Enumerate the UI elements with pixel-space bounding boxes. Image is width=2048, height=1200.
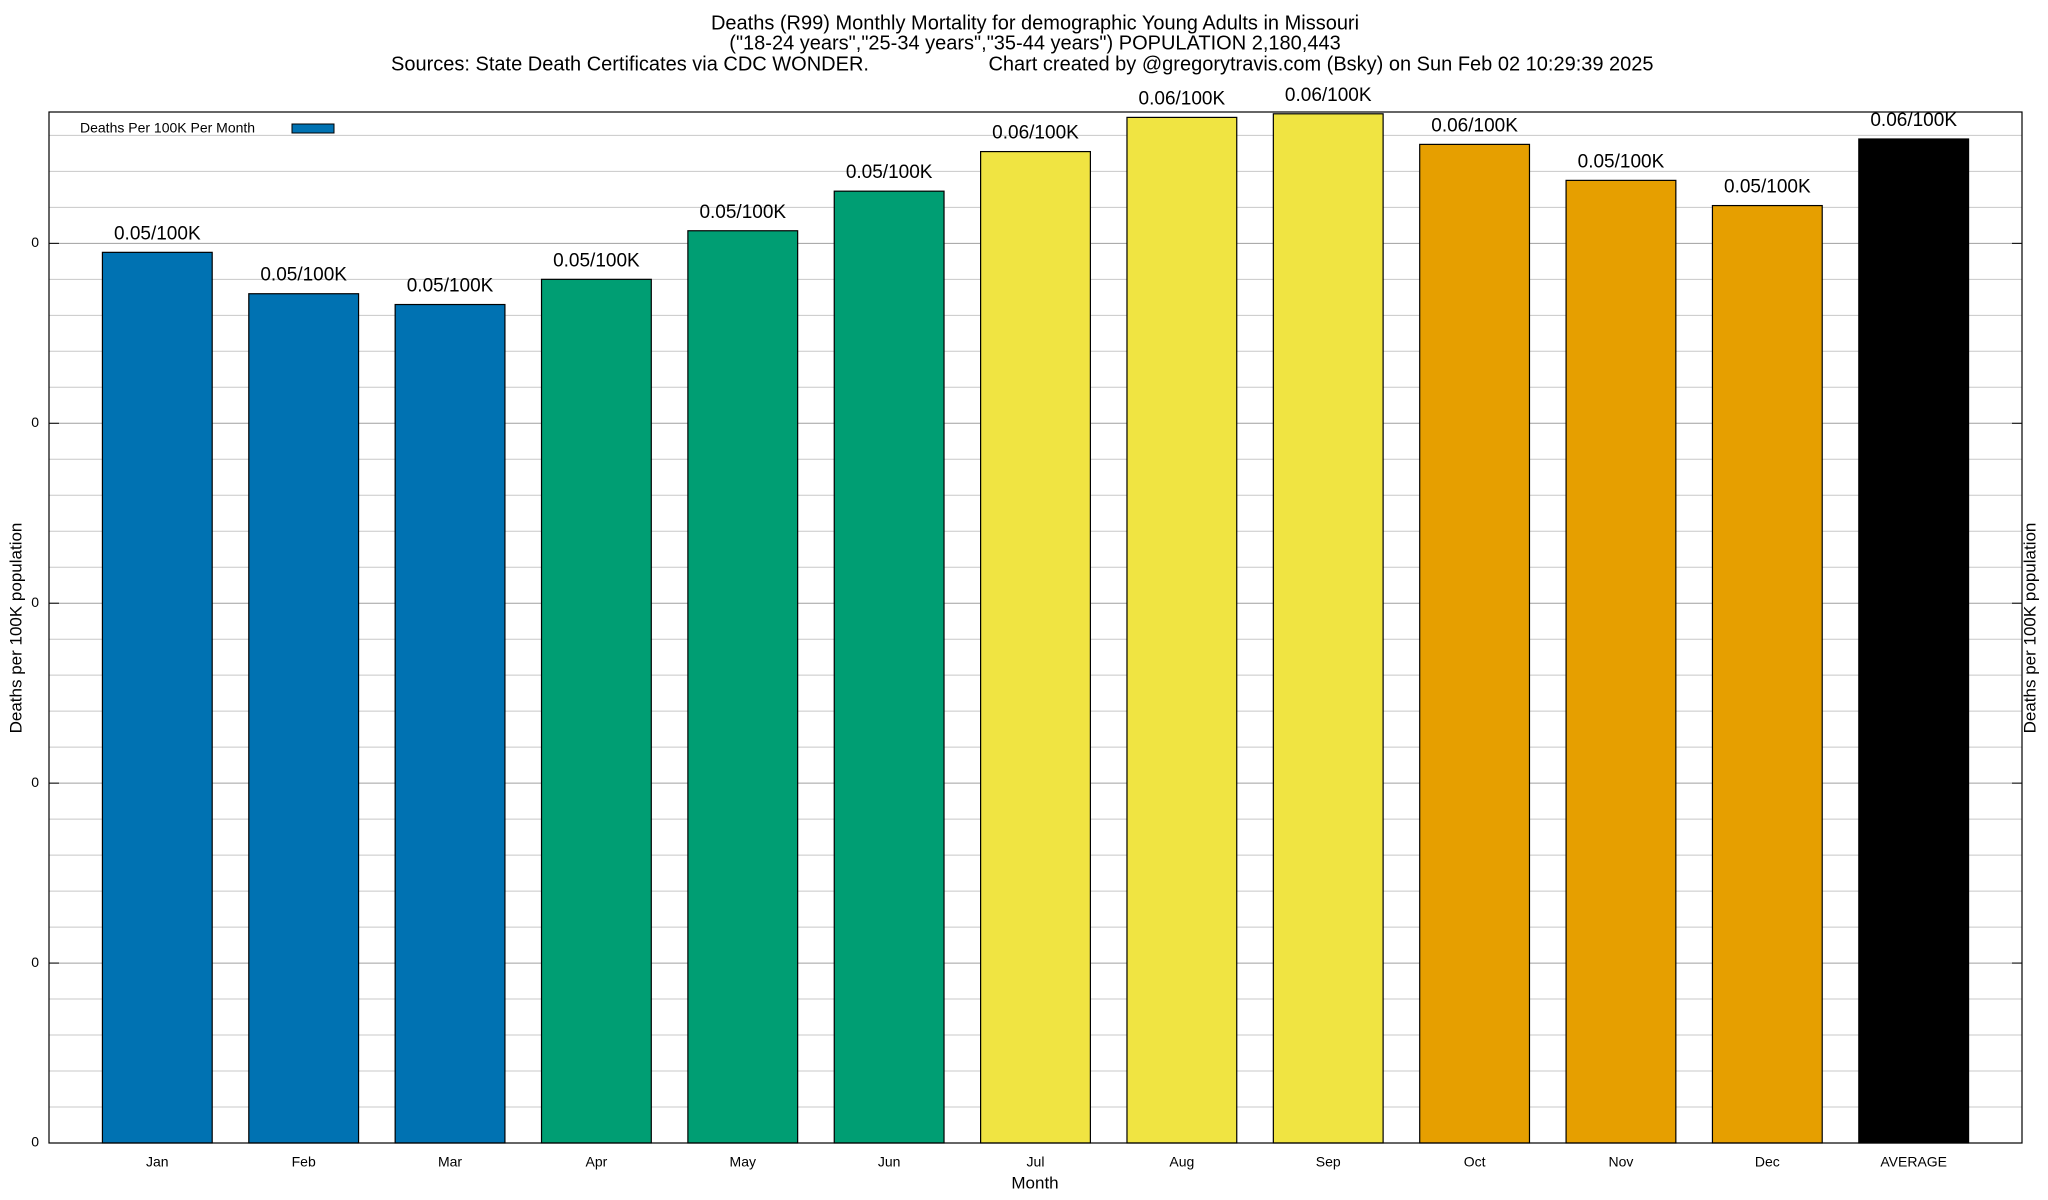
y-tick-label: 0 [31,1134,39,1150]
bar [394,303,506,1144]
x-tick-label: Nov [1609,1154,1634,1170]
data-label: 0.05/100K [1724,177,1811,198]
bar [687,230,799,1144]
legend-label: Deaths Per 100K Per Month [80,120,255,136]
data-label: 0.05/100K [114,223,201,244]
chart-title: Deaths (R99) Monthly Mortality for demog… [711,12,1359,34]
x-tick-label: Jan [146,1154,169,1170]
data-label: 0.05/100K [260,265,347,286]
chart-subtitle: ("18-24 years","25-34 years","35-44 year… [729,32,1340,54]
plot-frame [48,111,2023,1144]
x-tick-label: Oct [1464,1154,1486,1170]
legend-swatch [291,123,335,134]
x-tick-label: Mar [438,1154,462,1170]
data-label: 0.06/100K [992,123,1079,144]
data-label: 0.05/100K [1578,151,1665,172]
bar [1858,138,1970,1144]
y-tick-label: 0 [31,954,39,970]
y-tick-label: 0 [31,234,39,250]
bar [833,190,945,1144]
x-tick-label: Feb [292,1154,316,1170]
x-tick-label: Sep [1316,1154,1341,1170]
bar [1419,143,1531,1144]
bar [248,293,360,1144]
x-tick-label: Apr [586,1154,608,1170]
bar [1126,116,1238,1144]
x-tick-label: May [730,1154,756,1170]
source: Sources: State Death Certificates via CD… [391,53,869,75]
data-label: 0.05/100K [846,162,933,183]
data-label: 0.05/100K [699,202,786,223]
x-tick-label: Jun [878,1154,901,1170]
x-tick-label: Dec [1755,1154,1780,1170]
x-tick-label: Jul [1027,1154,1045,1170]
data-label: 0.06/100K [1870,110,1957,131]
bar [1565,179,1677,1144]
y-axis-label: Deaths per 100K population [6,523,25,734]
y-tick-label: 0 [31,594,39,610]
data-label: 0.06/100K [1285,85,1372,106]
y-tick-label: 0 [31,414,39,430]
y-tick-label: 0 [31,774,39,790]
bar [1272,113,1384,1144]
bar [101,251,213,1144]
data-label: 0.05/100K [407,276,494,297]
x-axis-label: Month [1011,1173,1058,1192]
data-label: 0.06/100K [1431,115,1518,136]
y2-axis-label: Deaths per 100K population [2020,523,2039,734]
bar [1711,204,1823,1144]
bar [980,150,1091,1144]
x-tick-label: AVERAGE [1880,1154,1947,1170]
data-label: 0.05/100K [553,250,640,271]
credit: Chart created by @gregorytravis.com (Bsk… [988,53,1653,75]
x-tick-label: Aug [1169,1154,1194,1170]
data-label: 0.06/100K [1139,88,1226,109]
bar [540,278,652,1144]
